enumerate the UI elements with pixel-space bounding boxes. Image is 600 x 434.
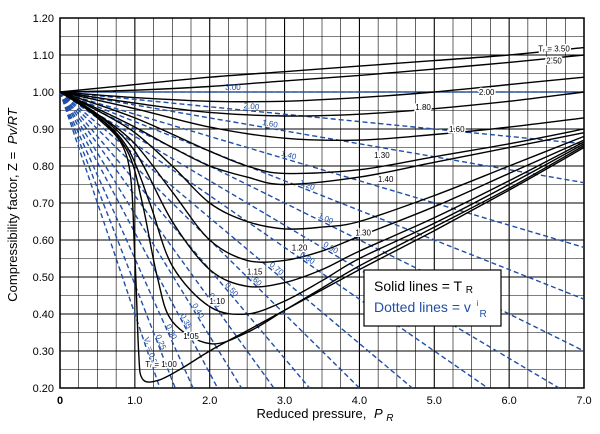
dotted-line — [59, 91, 413, 389]
x-tick-label: 0 — [57, 395, 63, 407]
dotted-line — [59, 91, 585, 249]
y-tick-label: 0.60 — [33, 235, 54, 247]
dotted-line-label: 1.60 — [262, 118, 279, 130]
solid-line — [59, 91, 585, 186]
solid-line-label: 1.30 — [374, 151, 390, 160]
x-tick-label: 6.0 — [501, 395, 516, 407]
x-tick-label: 1.0 — [127, 395, 142, 407]
solid-line — [59, 91, 585, 345]
x-tick-label: 5.0 — [427, 395, 442, 407]
legend-solid-sub: R — [466, 285, 473, 296]
y-tick-label: 1.20 — [33, 13, 54, 25]
legend-solid-main: Solid lines = T — [374, 278, 463, 294]
dotted-line-label: 3.00 — [225, 83, 241, 92]
solid-line-label: Tᵣ = 1.00 — [145, 360, 177, 369]
solid-line — [59, 54, 585, 93]
dotted-line-label: 1.40 — [280, 149, 298, 162]
dotted-line — [59, 91, 176, 389]
curve-labels: 3.002.001.601.401.201.000.900.800.700.60… — [142, 43, 572, 371]
dotted-line — [59, 91, 161, 389]
x-axis-title-sub: R — [386, 413, 393, 424]
solid-line-label: 1.40 — [378, 175, 394, 184]
dotted-line-label: 0.80 — [298, 250, 316, 267]
legend-dotted-main: Dotted lines = v — [374, 299, 471, 315]
solid-line-label: 1.80 — [415, 103, 431, 112]
y-axis-title: Compressibility factor, Z = Pv/RT — [5, 107, 20, 301]
solid-line-label: 1.05 — [183, 332, 199, 341]
y-tick-label: 0.50 — [33, 272, 54, 284]
solid-line — [59, 91, 585, 230]
legend-dotted-sub: R — [479, 309, 486, 320]
x-axis-title: Reduced pressure, P R — [257, 406, 394, 424]
dotted-line — [59, 91, 194, 389]
dotted-line — [59, 91, 585, 184]
dotted-line — [59, 91, 585, 300]
dotted-line — [59, 91, 560, 389]
solid-line-label: 1.30 — [355, 229, 371, 238]
solid-lines — [59, 46, 585, 383]
legend-solid-text: Solid lines = T R — [374, 278, 473, 296]
x-tick-label: 2.0 — [202, 395, 217, 407]
y-tick-label: 0.70 — [33, 198, 54, 210]
solid-line-label: 1.10 — [209, 297, 225, 306]
solid-line — [59, 91, 585, 288]
y-tick-label: 0.40 — [33, 309, 54, 321]
solid-line — [59, 91, 585, 263]
solid-line-label: 2.50 — [546, 57, 562, 66]
x-axis-title-main: Reduced pressure, — [257, 406, 367, 421]
tick-labels: 0 1.0 2.0 3.0 4.0 5.0 6.0 7.0 0.20 0.30 0.40 0.50 0.… — [33, 13, 592, 407]
solid-line — [59, 76, 585, 103]
solid-line — [59, 91, 585, 142]
y-tick-label: 1.00 — [33, 87, 54, 99]
x-tick-label: 4.0 — [352, 395, 367, 407]
x-axis-title-var: P — [374, 406, 383, 421]
dotted-line — [59, 91, 489, 389]
solid-line — [59, 91, 585, 117]
grid — [59, 17, 585, 389]
solid-line — [59, 46, 585, 93]
solid-line-label: Tᵣ = 3.50 — [538, 44, 570, 53]
dotted-line-label: 0.35 — [178, 312, 194, 330]
dotted-line-label: 2.00 — [243, 101, 260, 112]
y-tick-label: 1.10 — [33, 50, 54, 62]
y-axis-title-var: Pv/RT — [5, 107, 20, 144]
y-axis-title-main: Compressibility factor, Z = — [5, 152, 20, 302]
legend-dotted-text: Dotted lines = v i R — [374, 293, 487, 320]
solid-line-label: 2.00 — [479, 88, 495, 97]
solid-line — [59, 91, 585, 175]
y-tick-label: 0.30 — [33, 346, 54, 358]
dotted-line — [59, 91, 585, 352]
plot-frame — [59, 17, 585, 389]
legend-box — [363, 269, 502, 327]
solid-line-label: 1.60 — [449, 125, 465, 134]
solid-line — [59, 91, 585, 383]
dotted-line-label: 0.40 — [190, 302, 206, 320]
solid-line — [59, 91, 585, 316]
legend: Solid lines = T R Dotted lines = v i R — [363, 269, 502, 327]
dotted-line-label: 0.25 — [154, 333, 168, 351]
y-tick-label: 0.20 — [33, 383, 54, 395]
solid-line-label: 1.20 — [292, 243, 308, 252]
x-tick-label: 3.0 — [277, 395, 292, 407]
legend-dotted-sup: i — [477, 299, 479, 308]
dotted-line — [59, 91, 243, 389]
solid-line-label: 1.15 — [247, 267, 263, 276]
x-tick-label: 7.0 — [576, 395, 591, 407]
y-tick-label: 0.90 — [33, 124, 54, 136]
dotted-line — [59, 91, 275, 389]
y-tick-label: 0.80 — [33, 161, 54, 173]
